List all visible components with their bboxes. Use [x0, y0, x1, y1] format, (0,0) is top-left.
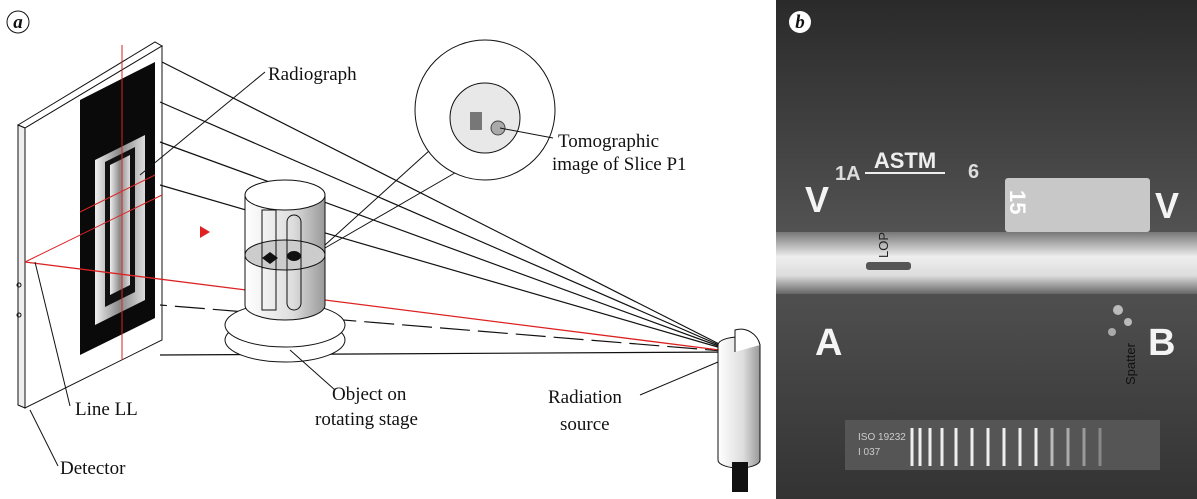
label: V	[1155, 185, 1179, 226]
shape-polygon	[200, 226, 210, 238]
shape-ellipse	[245, 240, 325, 270]
label: Tomographic	[558, 131, 659, 152]
shape-rect	[866, 262, 911, 270]
label: Detector	[60, 458, 126, 479]
shape-circle	[491, 121, 505, 135]
label: 15	[1005, 190, 1030, 214]
label: LOP	[876, 232, 891, 258]
label: Spatter	[1123, 342, 1138, 385]
label: ISO 19232	[858, 432, 906, 443]
shape-circle	[450, 83, 520, 153]
label: rotating stage	[315, 409, 418, 430]
shape-path	[718, 337, 760, 468]
panel-a: a Radiograph Tomographic image of Slice …	[7, 11, 760, 492]
label: a	[13, 12, 23, 33]
shape-ellipse	[245, 180, 325, 210]
label: Radiograph	[268, 64, 357, 85]
shape-ellipse	[287, 251, 301, 261]
shape-polygon	[18, 125, 25, 408]
label: B	[1148, 322, 1175, 364]
label: I 037	[858, 447, 881, 458]
shape-circle	[1113, 305, 1123, 315]
label: V	[805, 179, 829, 220]
label: 1A	[835, 163, 861, 185]
label: 6	[968, 161, 979, 183]
label: Line LL	[75, 399, 138, 420]
label: Radiation	[548, 387, 622, 408]
label: Object on	[332, 384, 407, 405]
shape-rect	[470, 112, 482, 130]
label: b	[795, 12, 805, 33]
shape-path	[325, 150, 460, 248]
shape-line	[640, 362, 718, 395]
shape-circle	[1124, 318, 1132, 326]
shape-rect	[776, 232, 1197, 294]
label: A	[815, 322, 842, 364]
label: source	[560, 414, 610, 435]
shape-line	[30, 410, 58, 466]
shape-rect	[732, 462, 748, 492]
panel-b: b ASTM 1A 6 V 15 V LOP A B Spatter ISO 1…	[776, 0, 1197, 499]
label: ASTM	[874, 148, 936, 173]
shape-circle	[1108, 328, 1116, 336]
label: image of Slice P1	[552, 154, 687, 175]
figure: a Radiograph Tomographic image of Slice …	[0, 0, 1197, 499]
page: a Radiograph Tomographic image of Slice …	[0, 0, 1197, 499]
